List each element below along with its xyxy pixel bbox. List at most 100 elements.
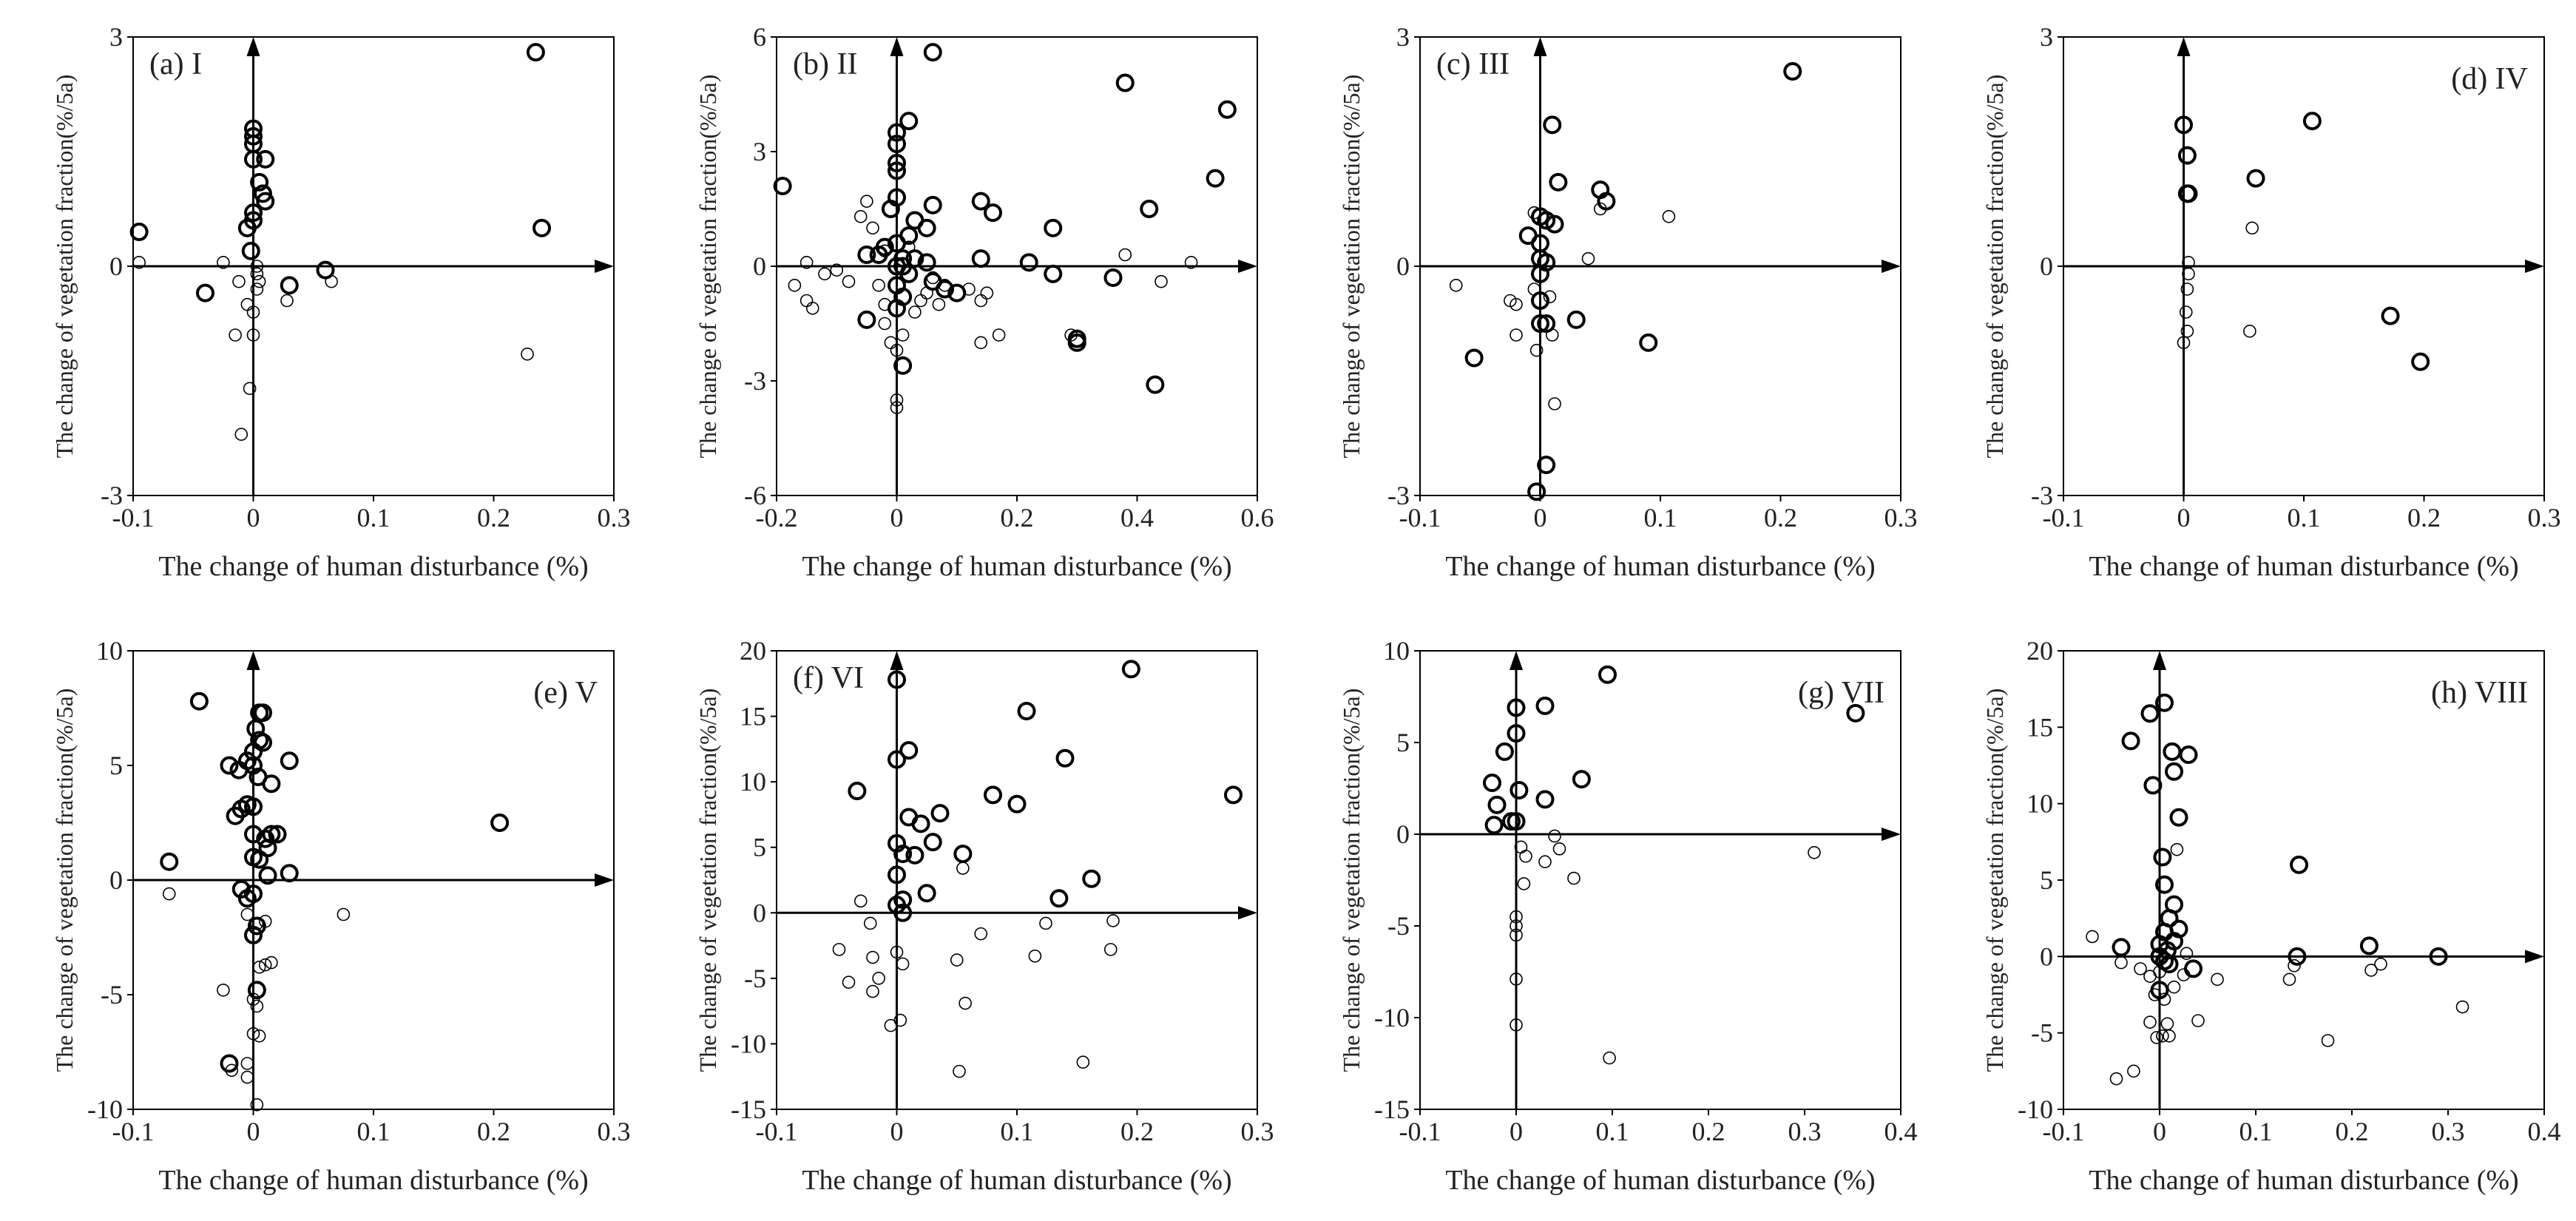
x-tick-label: 0.2 (1001, 503, 1034, 532)
point-nonsignificant (908, 305, 922, 319)
panel-title: (e) V (533, 676, 598, 710)
point-nonsignificant (240, 1057, 254, 1070)
point-nonsignificant (974, 927, 988, 941)
point-nonsignificant (863, 916, 877, 930)
point-nonsignificant (521, 348, 534, 361)
point-nonsignificant (252, 274, 266, 288)
point-significant (1483, 774, 1501, 793)
point-significant (244, 756, 263, 775)
point-significant (1531, 291, 1549, 310)
point-nonsignificant (132, 256, 146, 269)
panel-title: (g) VII (1798, 676, 1884, 710)
point-significant (1510, 780, 1529, 799)
y-tick-label: 0 (109, 865, 123, 895)
point-significant (911, 814, 930, 833)
point-significant (247, 981, 266, 1000)
point-significant (888, 299, 906, 318)
point-nonsignificant (265, 956, 278, 970)
point-nonsignificant (890, 343, 904, 357)
point-significant (246, 719, 266, 738)
point-significant (2155, 693, 2174, 712)
point-nonsignificant (252, 1029, 266, 1043)
y-tick-label: 0 (1396, 251, 1410, 281)
point-significant (533, 218, 551, 237)
point-significant (971, 192, 990, 211)
point-nonsignificant (890, 945, 904, 959)
x-axis-label: The change of human disturbance (%) (1445, 551, 1875, 582)
point-significant (1531, 264, 1549, 283)
panel-title: (b) II (793, 47, 857, 81)
point-nonsignificant (1510, 297, 1523, 311)
x-tick-label: 0 (890, 503, 904, 532)
point-significant (2411, 352, 2430, 371)
point-significant (930, 804, 950, 823)
point-nonsignificant (2156, 1029, 2169, 1043)
point-nonsignificant (2321, 1034, 2335, 1047)
x-tick-label: 0.1 (1644, 503, 1677, 532)
point-nonsignificant (1517, 877, 1531, 890)
point-nonsignificant (2177, 336, 2191, 350)
point-significant (1535, 696, 1555, 715)
point-significant (1019, 253, 1038, 272)
point-significant (1103, 268, 1123, 287)
panel-4: -0.1 0 0.1 0.2 0.3 -3 0 3 (d) IV The change of hu… (1981, 22, 2561, 582)
point-significant (1217, 100, 1237, 119)
point-nonsignificant (830, 263, 844, 277)
x-axis-arrow (1882, 828, 1901, 841)
point-nonsignificant (866, 221, 879, 235)
point-nonsignificant (250, 999, 264, 1013)
y-tick-label: -3 (744, 366, 766, 396)
point-significant (1055, 748, 1075, 768)
point-significant (1224, 785, 1243, 805)
point-significant (262, 774, 281, 794)
y-tick-label: 0 (1396, 819, 1410, 849)
y-axis-label: The change of vegetation fraction(%/5a) (1981, 75, 2008, 459)
point-nonsignificant (337, 907, 351, 921)
point-significant (244, 126, 263, 146)
x-tick-label: -0.1 (112, 1117, 155, 1146)
x-tick-label: 0.1 (1001, 1117, 1034, 1146)
y-tick-label: -10 (2018, 1095, 2053, 1124)
point-significant (244, 797, 263, 816)
x-axis-arrow (1238, 906, 1257, 920)
point-nonsignificant (252, 961, 266, 974)
y-tick-label: 20 (740, 636, 766, 666)
panel-8: -0.1 0 0.1 0.2 0.3 0.4 -10 -5 0 5 10 15 20 (h) VIII Th… (1981, 636, 2561, 1196)
point-significant (2169, 808, 2188, 827)
point-significant (893, 903, 913, 922)
point-nonsignificant (1548, 397, 1561, 410)
panel-title: (f) VI (793, 661, 864, 695)
point-significant (899, 112, 919, 131)
x-tick-label: 0.2 (477, 503, 510, 532)
point-significant (196, 283, 214, 302)
point-significant (1535, 790, 1555, 809)
plot-frame (776, 650, 1258, 1110)
point-significant (1495, 742, 1514, 761)
point-significant (254, 184, 272, 203)
point-significant (220, 756, 239, 775)
y-tick-label: 0 (2040, 941, 2053, 971)
point-nonsignificant (890, 401, 904, 414)
point-nonsignificant (229, 328, 242, 342)
point-significant (1484, 816, 1504, 835)
point-nonsignificant (232, 274, 246, 288)
point-significant (1531, 314, 1549, 333)
panel-5: -0.1 0 0.1 0.2 0.3 -10 -5 0 5 10 (e) V The change o… (51, 636, 631, 1196)
x-tick-label: -0.1 (1399, 1117, 1441, 1146)
point-significant (256, 149, 275, 169)
x-tick-label: 0.3 (598, 503, 631, 532)
point-nonsignificant (2109, 1072, 2123, 1086)
point-significant (2184, 959, 2203, 978)
point-significant (2140, 704, 2160, 723)
x-tick-label: 0 (1510, 1117, 1523, 1146)
point-nonsignificant (805, 302, 819, 315)
plot-frame (2063, 650, 2545, 1110)
point-nonsignificant (1808, 846, 1821, 859)
y-tick-label: -15 (1374, 1095, 1410, 1124)
point-nonsignificant (974, 336, 988, 350)
point-nonsignificant (884, 336, 898, 350)
point-nonsignificant (1184, 256, 1198, 269)
point-significant (1044, 264, 1063, 283)
x-axis-arrow (595, 260, 614, 273)
